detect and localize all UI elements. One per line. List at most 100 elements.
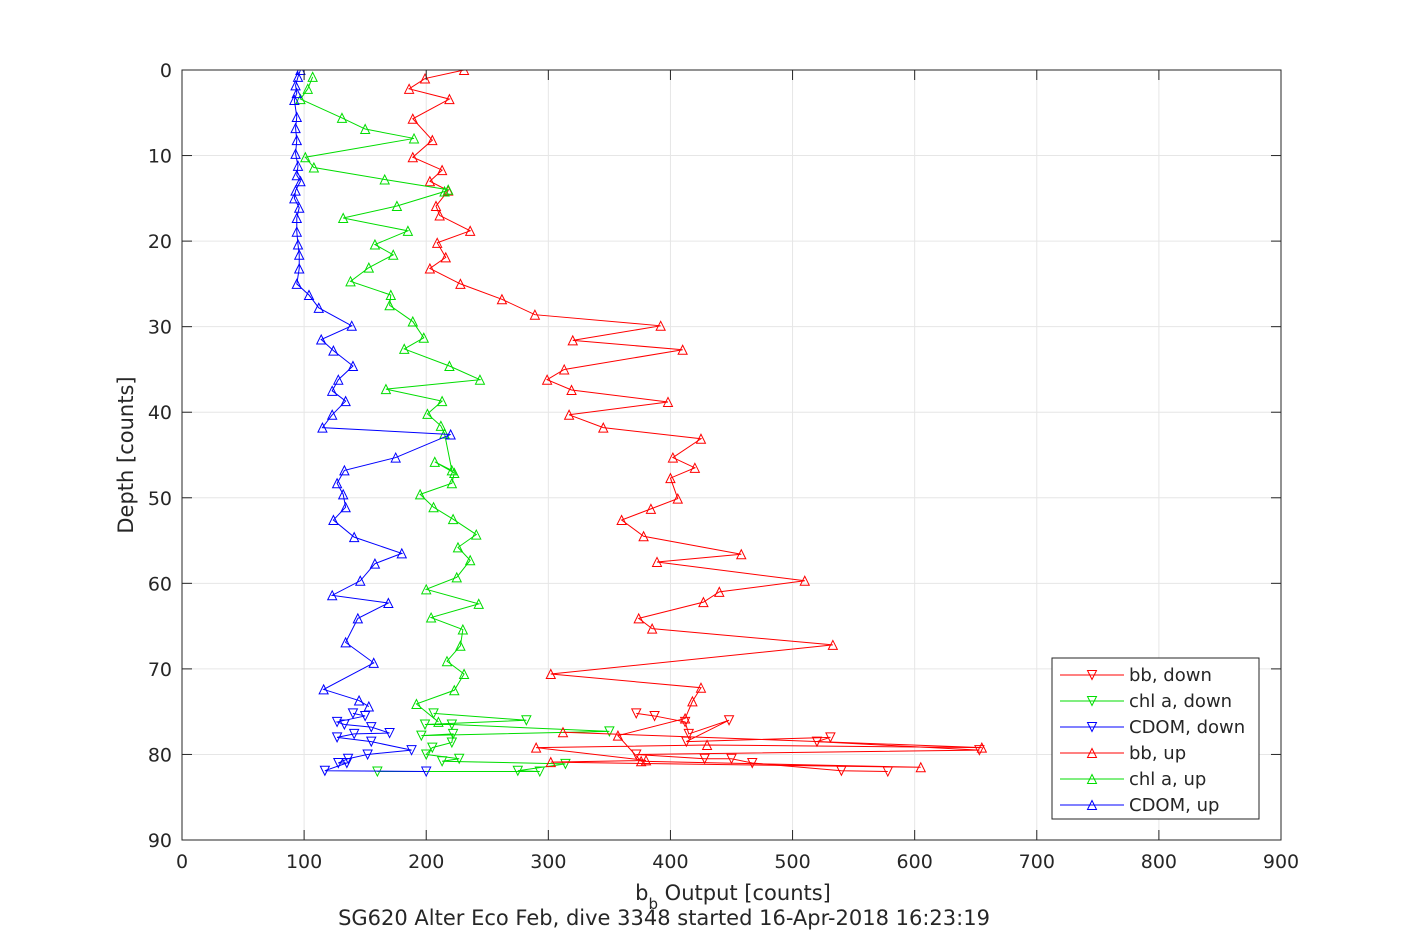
data-point	[396, 547, 408, 559]
data-point	[291, 169, 303, 181]
data-point	[677, 344, 688, 355]
data-point	[340, 395, 351, 407]
x-tick-label: 0	[176, 851, 188, 873]
data-point	[383, 597, 394, 609]
data-point	[353, 694, 365, 706]
data-point	[672, 493, 684, 504]
data-point	[347, 360, 359, 372]
data-point	[560, 758, 571, 770]
y-axis-label: Depth [counts]	[114, 376, 138, 533]
data-point	[723, 715, 735, 726]
data-point	[530, 741, 542, 753]
data-point	[328, 345, 339, 356]
legend-item-cdom-down: CDOM, down	[1060, 717, 1245, 738]
data-point	[444, 360, 455, 372]
data-point	[713, 586, 725, 597]
data-point	[430, 200, 442, 212]
data-point	[289, 192, 300, 204]
data-point	[447, 513, 459, 525]
legend-swatch-marker	[1086, 773, 1098, 784]
data-point	[402, 225, 414, 236]
data-point	[385, 289, 397, 301]
legend-box	[1051, 657, 1260, 820]
data-point	[541, 374, 553, 385]
data-point	[345, 275, 356, 287]
data-point	[915, 761, 927, 773]
data-point	[300, 151, 311, 163]
data-point	[346, 320, 358, 331]
tick-layer: 0 100 200 300 400 500 600 700 800 900 0 10 20 30 40 50 6…	[148, 60, 1299, 873]
data-point	[447, 728, 459, 740]
x-tick-label: 500	[774, 851, 810, 873]
data-point	[302, 83, 314, 94]
data-point	[566, 384, 577, 395]
data-point	[292, 238, 304, 250]
legend-item-bb-up: bb, up	[1060, 743, 1186, 764]
data-point	[662, 396, 674, 407]
legend-swatch-marker	[1086, 747, 1098, 758]
data-point	[332, 374, 344, 385]
legend-item-bb-down: bb, down	[1060, 665, 1212, 686]
data-point	[339, 719, 350, 731]
y-tick-label: 20	[148, 231, 172, 253]
x-tick-label: 900	[1263, 851, 1299, 873]
legend-item-chl-a-up: chl a, up	[1060, 769, 1206, 790]
data-point	[292, 160, 304, 171]
data-point	[403, 83, 415, 94]
data-point	[391, 200, 403, 212]
data-point	[646, 623, 658, 634]
data-point	[318, 683, 329, 695]
data-point	[701, 739, 713, 751]
data-point	[464, 554, 476, 566]
data-point	[290, 148, 301, 159]
data-point	[474, 374, 486, 385]
legend-label: bb, down	[1129, 665, 1212, 686]
data-point	[651, 556, 663, 567]
data-point	[406, 745, 417, 756]
data-point	[341, 758, 353, 769]
data-point	[429, 456, 441, 467]
data-point	[455, 640, 466, 651]
data-point	[295, 93, 306, 105]
legend-label: bb, up	[1129, 743, 1186, 764]
data-point	[436, 164, 448, 176]
x-tick-label: 800	[1141, 851, 1177, 873]
data-point	[407, 113, 419, 124]
data-point	[435, 420, 447, 431]
legend-label: chl a, down	[1129, 691, 1232, 712]
legend-item-cdom-up: CDOM, up	[1060, 795, 1219, 816]
data-point	[558, 363, 570, 375]
data-point	[293, 262, 305, 274]
data-point	[398, 343, 410, 354]
data-point	[384, 299, 395, 311]
data-point	[337, 488, 349, 500]
data-point	[319, 765, 331, 777]
data-point	[699, 753, 710, 765]
data-point	[363, 700, 375, 712]
data-point	[496, 293, 508, 305]
data-point	[470, 528, 482, 540]
legend-swatch-marker	[1086, 722, 1098, 733]
data-point	[348, 728, 360, 740]
x-tick-label: 400	[652, 851, 688, 873]
data-point	[339, 464, 350, 476]
series-line-cdom-up	[293, 70, 451, 707]
y-tick-label: 30	[148, 317, 172, 339]
data-point	[687, 695, 698, 707]
data-point	[331, 732, 343, 743]
data-point	[332, 758, 344, 769]
data-point	[379, 173, 391, 185]
legend-label: CDOM, down	[1129, 717, 1245, 738]
data-point	[340, 501, 351, 513]
legend-label: chl a, up	[1129, 769, 1206, 790]
data-point	[799, 575, 811, 586]
data-point	[307, 71, 318, 82]
series-chl-a-down	[372, 708, 615, 778]
data-point	[436, 395, 448, 407]
data-point	[414, 488, 426, 500]
data-point	[667, 451, 679, 463]
data-point	[698, 596, 709, 608]
data-point	[665, 472, 676, 484]
data-point	[633, 612, 645, 624]
data-point	[446, 737, 458, 749]
